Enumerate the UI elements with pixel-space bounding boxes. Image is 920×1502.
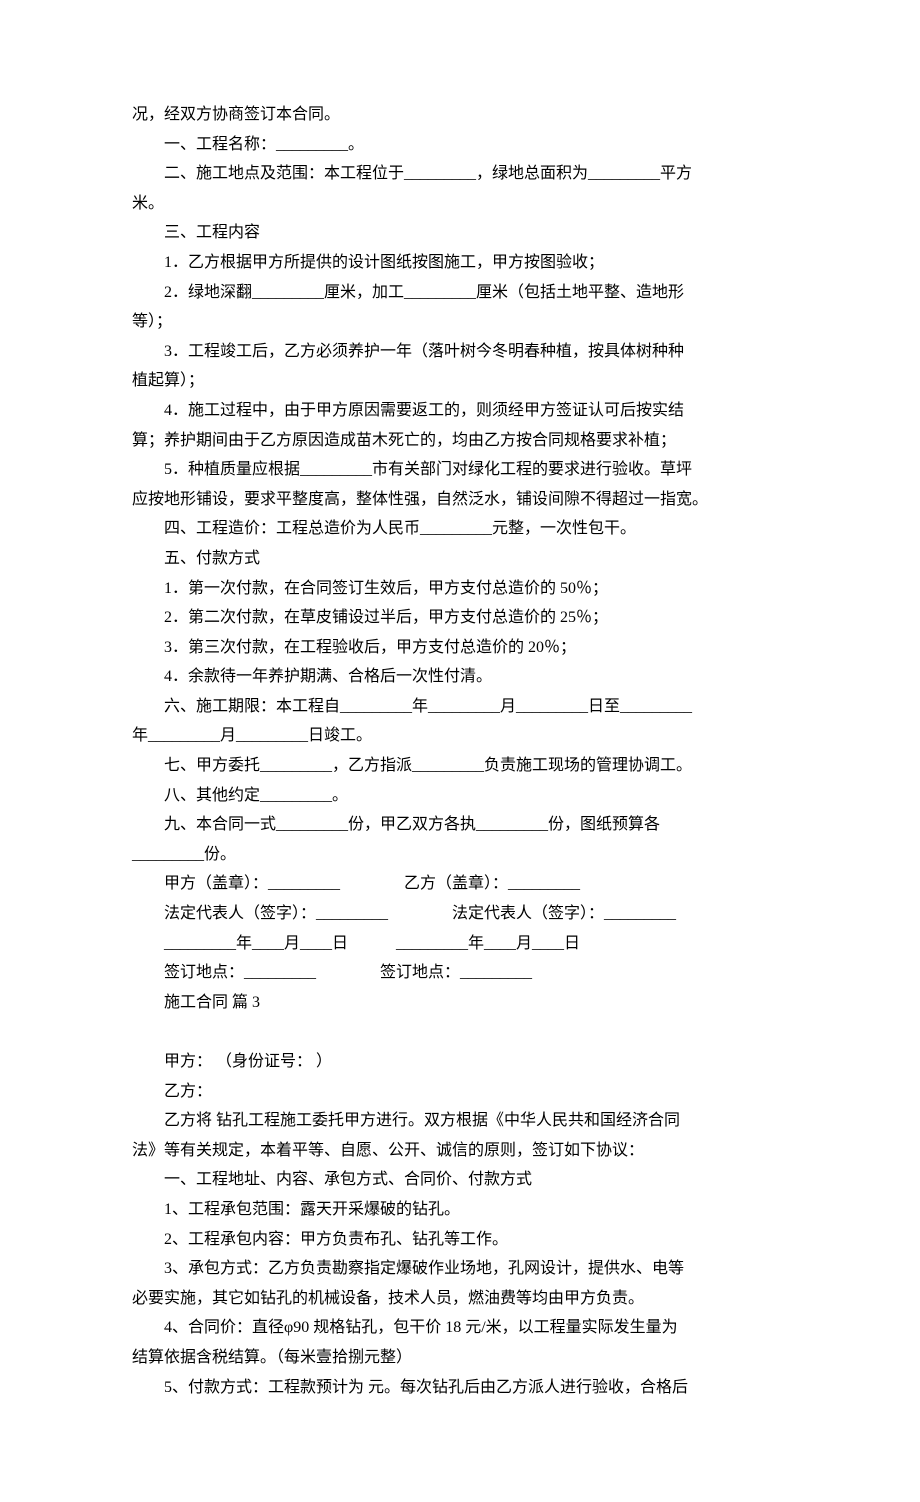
text-line: 算；养护期间由于乙方原因造成苗木死亡的，均由乙方按合同规格要求补植； xyxy=(132,426,788,456)
text-line: 施工合同 篇 3 xyxy=(132,988,788,1018)
text-line: 甲方： （身份证号： ） xyxy=(132,1047,788,1077)
text-line: 3．第三次付款，在工程验收后，甲方支付总造价的 20％； xyxy=(132,633,788,663)
text-line: 甲方（盖章）：_________ 乙方（盖章）：_________ xyxy=(132,869,788,899)
text-line: 4．余款待一年养护期满、合格后一次性付清。 xyxy=(132,662,788,692)
text-line: 三、工程内容 xyxy=(132,218,788,248)
text-line: 应按地形铺设，要求平整度高，整体性强，自然泛水，铺设间隙不得超过一指宽。 xyxy=(132,485,788,515)
text-line: 法》等有关规定，本着平等、自愿、公开、诚信的原则，签订如下协议： xyxy=(132,1136,788,1166)
text-line: 七、甲方委托_________，乙方指派_________负责施工现场的管理协调… xyxy=(132,751,788,781)
text-line: 5．种植质量应根据_________市有关部门对绿化工程的要求进行验收。草坪 xyxy=(132,455,788,485)
text-line: 一、工程名称：_________。 xyxy=(132,130,788,160)
text-line: 2、工程承包内容：甲方负责布孔、钻孔等工作。 xyxy=(132,1225,788,1255)
text-line: 5、付款方式：工程款预计为 元。每次钻孔后由乙方派人进行验收，合格后 xyxy=(132,1373,788,1403)
text-line: 乙方将 钻孔工程施工委托甲方进行。双方根据《中华人民共和国经济合同 xyxy=(132,1106,788,1136)
text-line: 4．施工过程中，由于甲方原因需要返工的，则须经甲方签证认可后按实结 xyxy=(132,396,788,426)
text-line: 1．乙方根据甲方所提供的设计图纸按图施工，甲方按图验收； xyxy=(132,248,788,278)
text-line: 1、工程承包范围：露天开采爆破的钻孔。 xyxy=(132,1195,788,1225)
text-line: 六、施工期限：本工程自_________年_________月_________… xyxy=(132,692,788,722)
text-line xyxy=(132,1017,788,1047)
text-line: 结算依据含税结算。（每米壹拾捌元整） xyxy=(132,1343,788,1373)
document-page: 况，经双方协商签订本合同。一、工程名称：_________。二、施工地点及范围：… xyxy=(0,0,920,1502)
text-line: 3．工程竣工后，乙方必须养护一年（落叶树今冬明春种植，按具体树种种 xyxy=(132,337,788,367)
text-line: 五、付款方式 xyxy=(132,544,788,574)
text-line: _________份。 xyxy=(132,840,788,870)
text-line: _________年____月____日 _________年____月____… xyxy=(132,929,788,959)
text-line: 4、合同价：直径φ90 规格钻孔，包干价 18 元/米，以工程量实际发生量为 xyxy=(132,1313,788,1343)
text-line: 八、其他约定_________。 xyxy=(132,781,788,811)
text-line: 2．第二次付款，在草皮铺设过半后，甲方支付总造价的 25％； xyxy=(132,603,788,633)
text-line: 二、施工地点及范围：本工程位于_________，绿地总面积为_________… xyxy=(132,159,788,189)
text-line: 九、本合同一式_________份，甲乙双方各执_________份，图纸预算各 xyxy=(132,810,788,840)
text-line: 签订地点：_________ 签订地点：_________ xyxy=(132,958,788,988)
text-line: 年_________月_________日竣工。 xyxy=(132,721,788,751)
text-line: 植起算）； xyxy=(132,366,788,396)
text-line: 一、工程地址、内容、承包方式、合同价、付款方式 xyxy=(132,1165,788,1195)
text-line: 法定代表人（签字）：_________ 法定代表人（签字）：_________ xyxy=(132,899,788,929)
text-line: 3、承包方式：乙方负责勘察指定爆破作业场地，孔网设计，提供水、电等 xyxy=(132,1254,788,1284)
text-line: 1．第一次付款，在合同签订生效后，甲方支付总造价的 50％； xyxy=(132,574,788,604)
text-line: 乙方： xyxy=(132,1077,788,1107)
text-line: 米。 xyxy=(132,189,788,219)
text-line: 2．绿地深翻_________厘米，加工_________厘米（包括土地平整、造… xyxy=(132,278,788,308)
text-line: 必要实施，其它如钻孔的机械设备，技术人员，燃油费等均由甲方负责。 xyxy=(132,1284,788,1314)
text-line: 况，经双方协商签订本合同。 xyxy=(132,100,788,130)
text-line: 等）； xyxy=(132,307,788,337)
text-line: 四、工程造价：工程总造价为人民币_________元整，一次性包干。 xyxy=(132,514,788,544)
